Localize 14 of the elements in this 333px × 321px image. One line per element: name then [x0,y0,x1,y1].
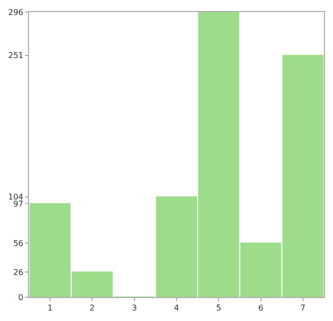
x-tick-label: 4 [174,304,180,313]
y-tick-label: 104 [8,192,24,202]
x-tick-label: 7 [300,304,306,313]
x-tick-label: 1 [48,304,53,313]
y-tick-label: 97 [13,199,24,208]
x-tick-label: 2 [90,304,95,313]
y-tick-label: 26 [13,268,24,277]
y-tick-label: 296 [8,8,24,17]
y-tick-label: 0 [18,292,24,302]
y-tick-label: 251 [8,51,24,60]
x-tick-label: 5 [216,304,222,313]
x-tick-label: 3 [132,304,137,313]
x-tick-label: 6 [258,304,264,313]
y-tick-label: 56 [13,238,24,248]
